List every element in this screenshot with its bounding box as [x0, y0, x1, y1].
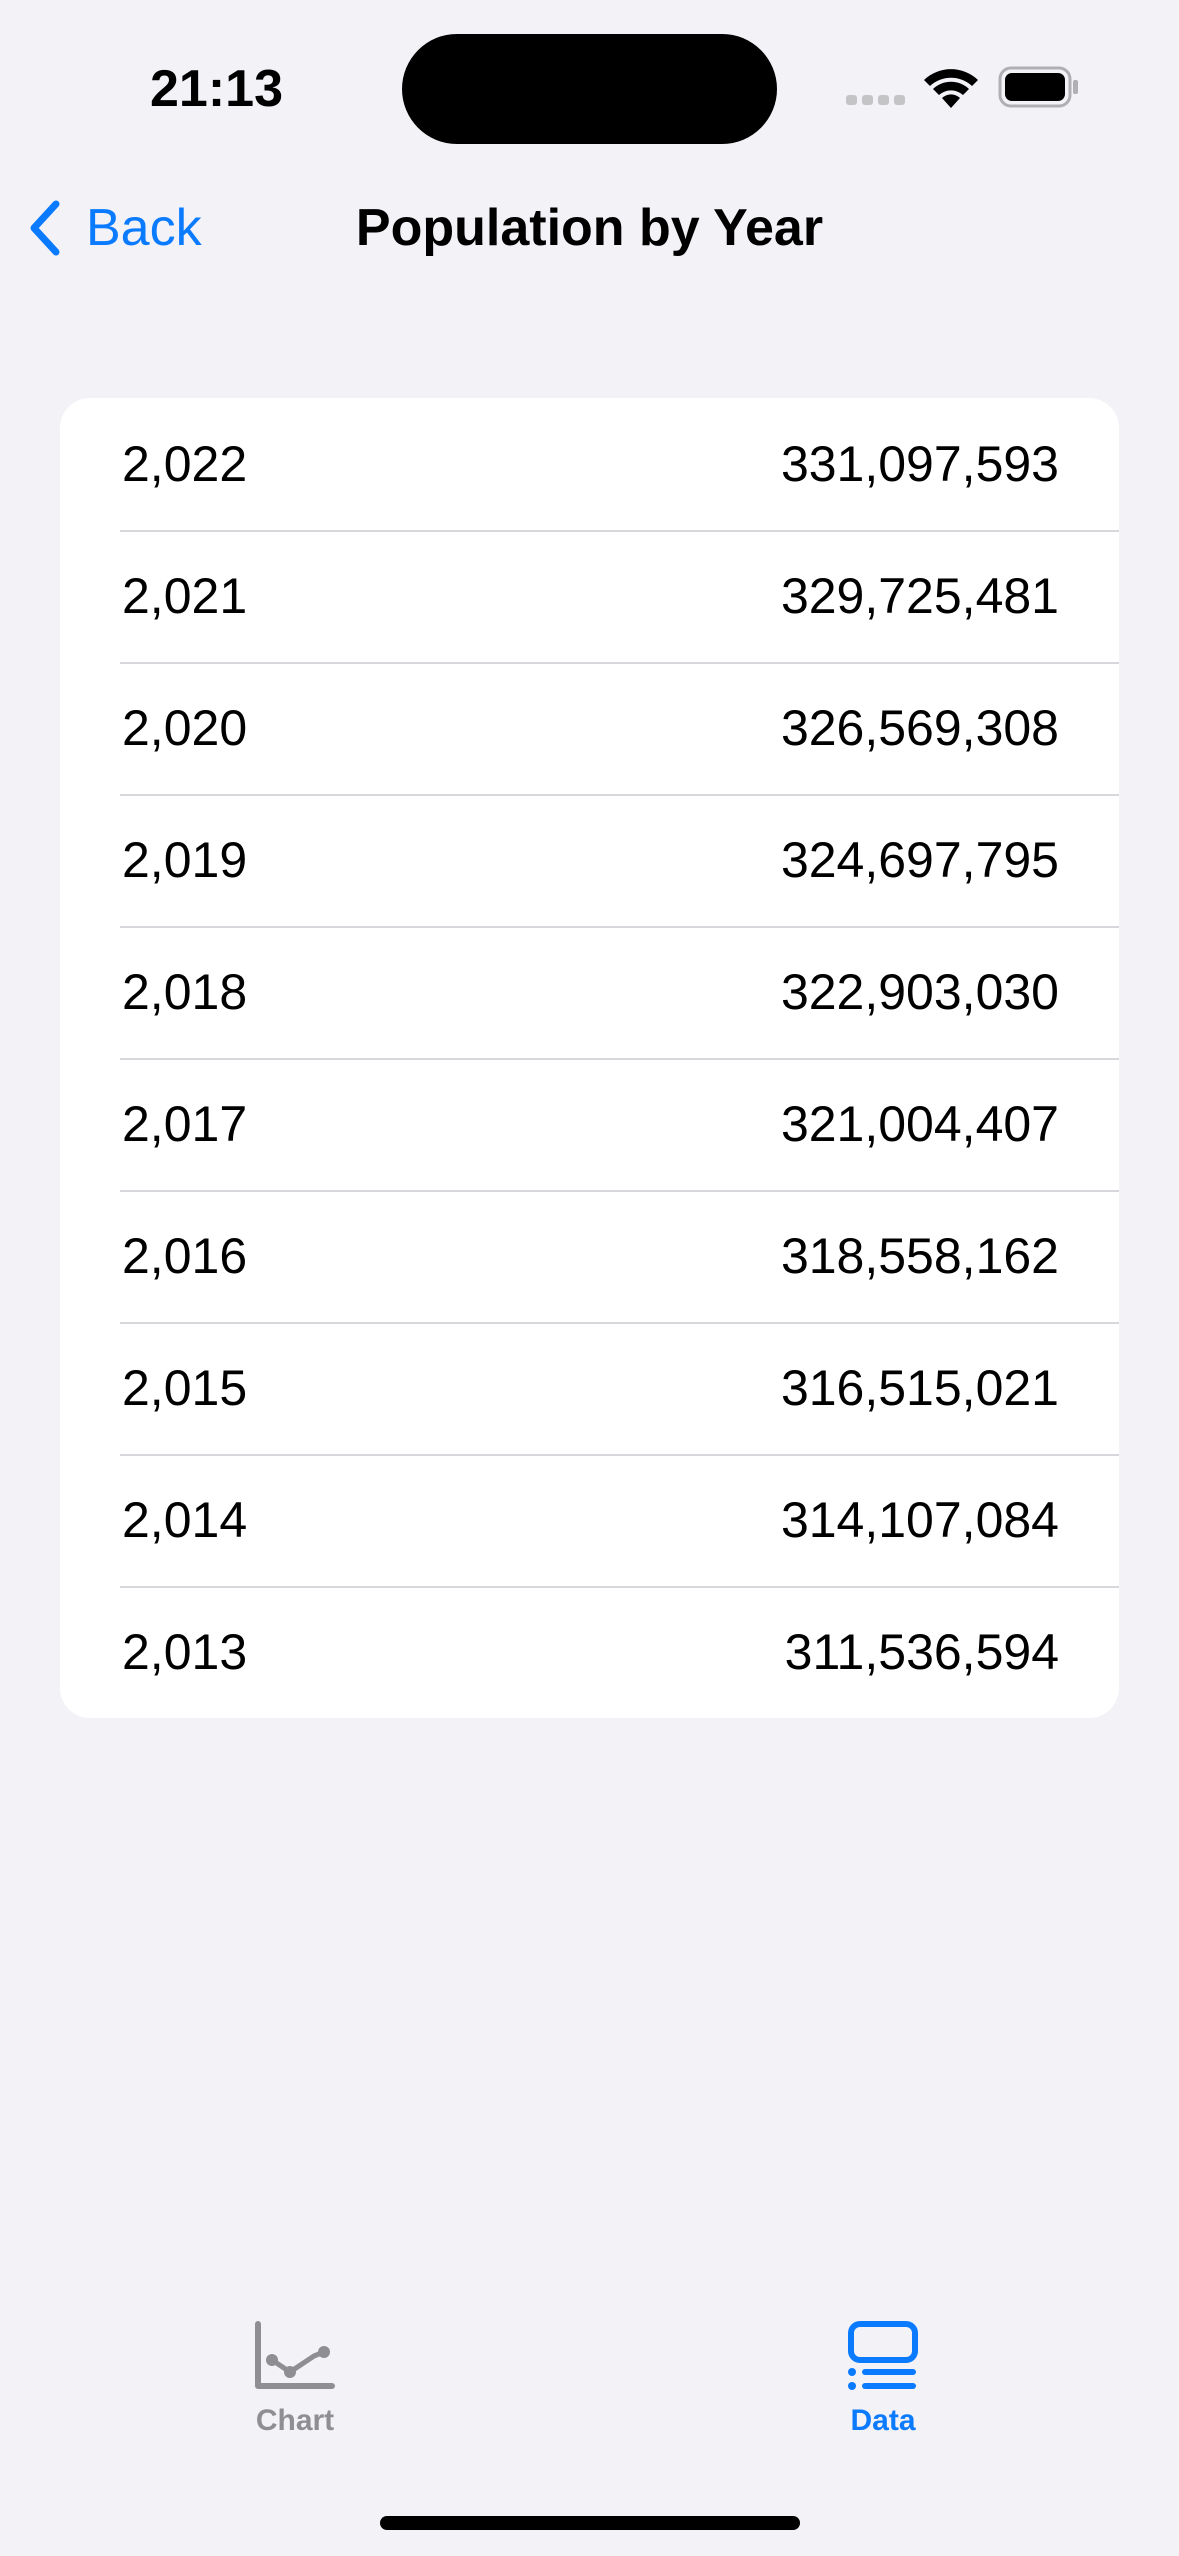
table-row: 2,016 318,558,162 [60, 1190, 1119, 1322]
table-row: 2,017 321,004,407 [60, 1058, 1119, 1190]
tab-chart-label: Chart [255, 2404, 335, 2437]
year-cell: 2,017 [122, 1096, 248, 1152]
population-cell: 324,697,795 [780, 832, 1059, 888]
population-cell: 318,558,162 [780, 1228, 1059, 1284]
population-cell: 331,097,593 [780, 436, 1059, 492]
dynamic-island [402, 34, 777, 144]
year-cell: 2,021 [122, 568, 248, 624]
home-indicator[interactable] [380, 2516, 800, 2530]
population-cell: 311,536,594 [784, 1624, 1059, 1680]
cellular-signal-icon [846, 95, 906, 107]
population-cell: 329,725,481 [780, 568, 1059, 624]
tab-data-label: Data [850, 2404, 916, 2437]
population-cell: 322,903,030 [780, 964, 1059, 1020]
table-row: 2,020 326,569,308 [60, 662, 1119, 794]
status-time: 21:13 [150, 60, 283, 118]
table-row: 2,018 322,903,030 [60, 926, 1119, 1058]
population-list: 2,022 331,097,593 2,021 329,725,481 2,02… [60, 398, 1119, 1718]
population-cell: 321,004,407 [780, 1096, 1059, 1152]
year-cell: 2,019 [122, 832, 248, 888]
population-cell: 326,569,308 [780, 700, 1059, 756]
list-icon [848, 2321, 918, 2390]
back-label: Back [86, 199, 202, 257]
year-cell: 2,018 [122, 964, 248, 1020]
year-cell: 2,015 [122, 1360, 248, 1416]
table-row: 2,019 324,697,795 [60, 794, 1119, 926]
table-row: 2,014 314,107,084 [60, 1454, 1119, 1586]
wifi-icon [924, 69, 978, 108]
year-cell: 2,014 [122, 1492, 248, 1548]
year-cell: 2,020 [122, 700, 248, 756]
year-cell: 2,013 [122, 1624, 248, 1680]
chart-icon [255, 2321, 335, 2389]
page-title: Population by Year [355, 199, 824, 257]
table-row: 2,013 311,536,594 [60, 1586, 1119, 1718]
population-cell: 316,515,021 [780, 1360, 1059, 1416]
table-row: 2,021 329,725,481 [60, 530, 1119, 662]
table-row: 2,015 316,515,021 [60, 1322, 1119, 1454]
population-cell: 314,107,084 [780, 1492, 1059, 1548]
tab-data[interactable]: Data [783, 2320, 983, 2470]
battery-icon [998, 66, 1078, 108]
year-cell: 2,022 [122, 436, 248, 492]
table-row: 2,022 331,097,593 [60, 398, 1119, 530]
back-button[interactable]: Back [24, 196, 202, 260]
year-cell: 2,016 [122, 1228, 248, 1284]
tab-chart[interactable]: Chart [195, 2320, 395, 2470]
chevron-left-icon [30, 200, 60, 256]
